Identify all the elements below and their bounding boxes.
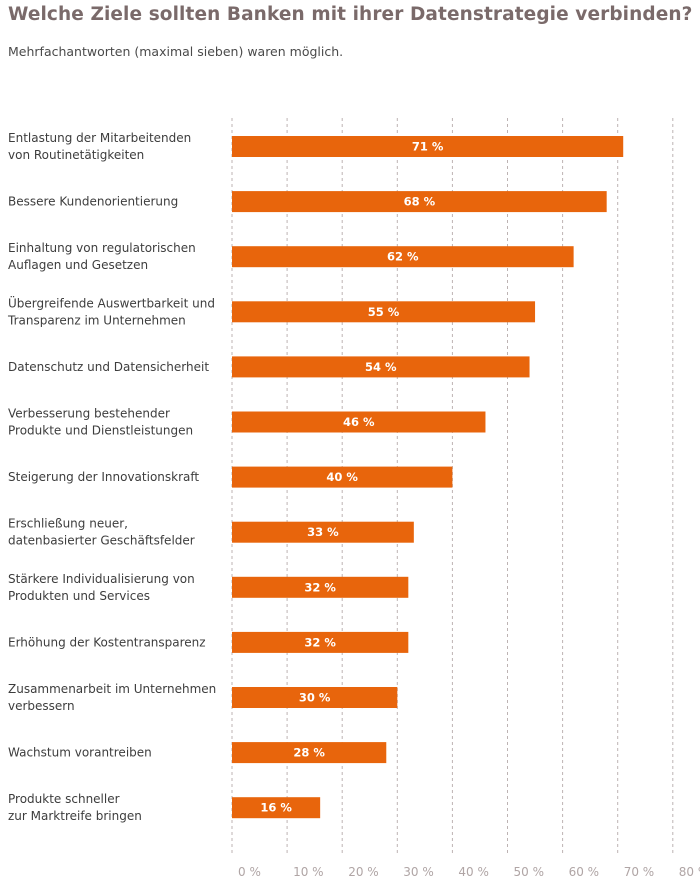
category-label: Produkte schneller: [8, 792, 120, 806]
bar-value-label: 62 %: [387, 250, 419, 264]
category-label: verbessern: [8, 699, 75, 713]
bar-value-label: 55 %: [368, 305, 400, 319]
x-tick-label: 50 %: [514, 865, 545, 879]
bar: [232, 742, 387, 764]
bar: [232, 136, 624, 157]
bar-value-label: 33 %: [307, 525, 339, 539]
bar-value-label: 32 %: [304, 580, 336, 594]
category-label: Übergreifende Auswertbarkeit und: [8, 294, 215, 310]
x-tick-label: 10 %: [293, 865, 324, 879]
category-label: Zusammenarbeit im Unternehmen: [8, 682, 216, 696]
category-label: Erschließung neuer,: [8, 517, 128, 531]
category-label: Stärkere Individualisierung von: [8, 572, 195, 586]
category-label: Auflagen und Gesetzen: [8, 258, 148, 272]
category-label: datenbasierter Geschäftsfelder: [8, 534, 195, 548]
bar: [232, 576, 409, 598]
category-label: Erhöhung der Kostentransparenz: [8, 635, 206, 649]
bar: [232, 356, 530, 378]
category-label: Transparenz im Unternehmen: [7, 313, 186, 327]
x-tick-label: 30 %: [403, 865, 434, 879]
bar: [232, 521, 414, 543]
bar: [232, 301, 536, 323]
bar: [232, 687, 398, 708]
bar-value-label: 40 %: [326, 470, 358, 484]
bar: [232, 246, 574, 268]
x-tick-label: 60 %: [569, 865, 600, 879]
x-tick-label: 20 %: [348, 865, 379, 879]
bar-value-label: 54 %: [365, 360, 397, 374]
bar: [232, 797, 321, 819]
category-label: Steigerung der Innovationskraft: [8, 470, 199, 484]
category-label: Wachstum vorantreiben: [8, 746, 152, 760]
bar-value-label: 71 %: [412, 140, 444, 154]
category-label: Verbesserung bestehender: [8, 407, 170, 421]
bar-value-label: 30 %: [299, 691, 331, 705]
bar-value-label: 46 %: [343, 415, 375, 429]
x-tick-label: 40 %: [458, 865, 489, 879]
bar-value-label: 68 %: [404, 195, 436, 209]
bar-value-label: 16 %: [260, 801, 292, 815]
bar-value-label: 32 %: [304, 635, 336, 649]
bar: [232, 191, 607, 213]
x-tick-label: 70 %: [624, 865, 655, 879]
chart-subtitle: Mehrfachantworten (maximal sieben) waren…: [8, 44, 344, 59]
category-label: Bessere Kundenorientierung: [8, 195, 178, 209]
bar: [232, 466, 453, 488]
x-tick-label: 0 %: [238, 865, 261, 879]
category-label: Produkte und Dienstleistungen: [8, 424, 193, 438]
x-tick-label: 80 %: [679, 865, 700, 879]
bar: [232, 411, 486, 433]
category-label: Entlastung der Mitarbeitenden: [8, 131, 191, 145]
bar-value-label: 28 %: [293, 746, 325, 760]
category-label: zur Marktreife bringen: [8, 809, 142, 823]
bar: [232, 631, 409, 653]
chart-title: Welche Ziele sollten Banken mit ihrer Da…: [8, 4, 693, 25]
category-label: von Routinetätigkeiten: [8, 148, 144, 162]
category-label: Produkten und Services: [8, 589, 150, 603]
category-label: Einhaltung von regulatorischen: [8, 241, 196, 255]
category-label: Datenschutz und Datensicherheit: [8, 360, 209, 374]
